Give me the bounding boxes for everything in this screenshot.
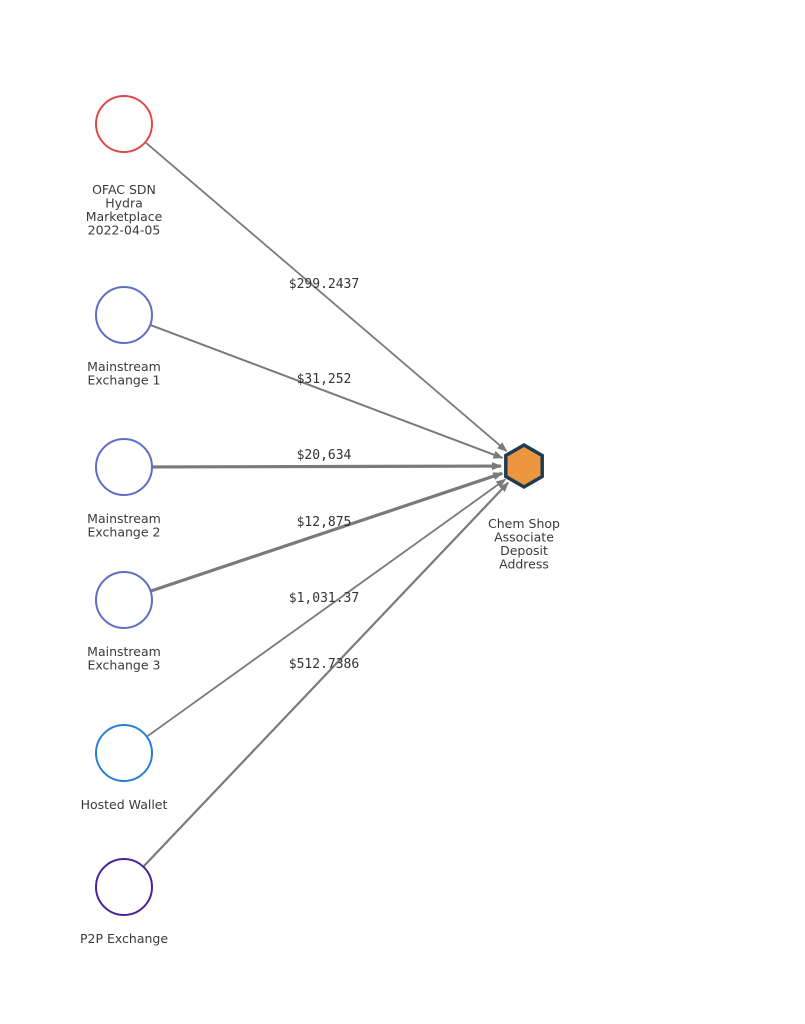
source-node-label: OFAC SDN xyxy=(92,182,156,197)
edge-2[interactable] xyxy=(151,462,503,471)
edge-amount-label: $299.2437 xyxy=(289,277,359,292)
source-node[interactable]: Hosted Wallet xyxy=(81,724,168,812)
source-node-circle-icon[interactable] xyxy=(95,286,153,344)
target-node-label: Address xyxy=(499,557,549,572)
source-node-circle-icon[interactable] xyxy=(95,858,153,916)
source-node-circle-icon[interactable] xyxy=(95,438,153,496)
source-node-label: Mainstream xyxy=(87,511,161,526)
edge-3[interactable] xyxy=(150,471,504,593)
edge-amount-label: $1,031.37 xyxy=(289,591,359,606)
target-node-label: Deposit xyxy=(500,543,548,558)
source-node-label: Exchange 1 xyxy=(87,373,160,388)
edge-amount-label: $31,252 xyxy=(297,372,352,387)
target-node-label: Chem Shop xyxy=(488,516,560,531)
source-node-label: 2022-04-05 xyxy=(88,223,161,238)
edge-5[interactable] xyxy=(142,481,509,868)
source-node-circle-icon[interactable] xyxy=(95,724,153,782)
edges xyxy=(142,141,509,868)
source-node-label: Hosted Wallet xyxy=(81,797,168,812)
hexagon-icon[interactable] xyxy=(504,442,544,490)
edge-amount-label: $12,875 xyxy=(297,515,352,530)
source-node-label: Mainstream xyxy=(87,644,161,659)
edge-0[interactable] xyxy=(144,141,508,452)
edge-1[interactable] xyxy=(149,323,504,459)
source-node-circle-icon[interactable] xyxy=(95,95,153,153)
source-node-label: Mainstream xyxy=(87,359,161,374)
edge-amount-label: $20,634 xyxy=(297,448,352,463)
edge-4[interactable] xyxy=(146,478,507,738)
edge-amount-label: $512.7386 xyxy=(289,657,359,672)
source-node-label: Marketplace xyxy=(86,209,163,224)
source-node-label: Exchange 2 xyxy=(87,525,160,540)
source-node[interactable]: P2P Exchange xyxy=(80,858,168,946)
target-node-label: Associate xyxy=(494,530,554,545)
source-node-label: P2P Exchange xyxy=(80,931,168,946)
source-node-label: Hydra xyxy=(105,196,143,211)
source-node-label: Exchange 3 xyxy=(87,658,160,673)
edge-labels: $299.2437 $31,252 $20,634 $12,875 $1,031.37 $… xyxy=(289,277,359,672)
source-node-circle-icon[interactable] xyxy=(95,571,153,629)
